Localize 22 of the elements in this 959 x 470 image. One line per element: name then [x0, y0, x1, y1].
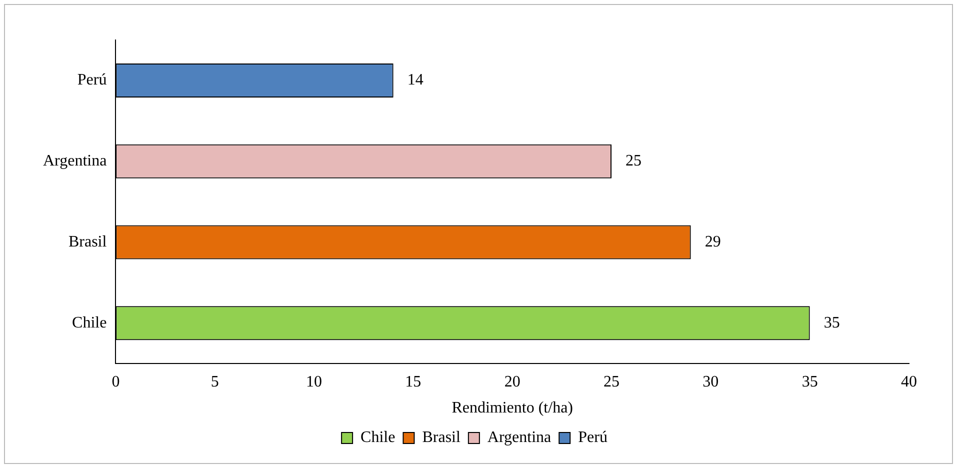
- y-tick-label: Chile: [72, 314, 107, 332]
- legend-label: Chile: [360, 429, 396, 446]
- x-tick-label: 40: [901, 373, 917, 390]
- x-axis-title: Rendimiento (t/ha): [452, 400, 573, 417]
- legend-label: Perú: [578, 429, 608, 446]
- x-tick-label: 30: [702, 373, 719, 390]
- data-label: 25: [626, 152, 642, 170]
- x-tick-label: 10: [306, 373, 322, 390]
- x-tick-label: 20: [504, 373, 520, 390]
- y-tick-label: Argentina: [43, 152, 107, 170]
- x-tick-label: 15: [405, 373, 422, 390]
- y-tick-label: Brasil: [68, 233, 108, 250]
- data-label: 35: [824, 314, 840, 332]
- x-tick-label: 0: [112, 373, 120, 390]
- x-tick-label: 25: [604, 373, 620, 390]
- x-tick-label: 5: [210, 373, 219, 390]
- x-tick-label: 35: [802, 373, 818, 390]
- legend-label: Brasil: [422, 429, 461, 446]
- y-tick-label: Perú: [77, 72, 107, 89]
- data-label: 29: [704, 233, 721, 250]
- legend-label: Argentina: [487, 429, 552, 446]
- data-label: 14: [407, 72, 424, 89]
